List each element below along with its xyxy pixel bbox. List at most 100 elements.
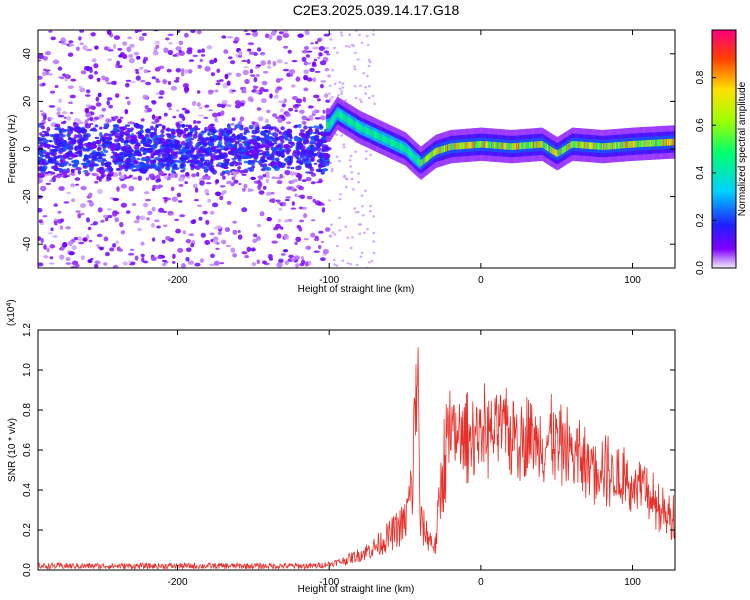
heatmap-cell xyxy=(67,137,73,141)
heatmap-cell xyxy=(119,154,125,158)
heatmap-cell xyxy=(274,128,280,132)
heatmap-cell xyxy=(210,158,214,164)
heatmap-cell xyxy=(123,140,130,143)
heatmap-cell xyxy=(309,114,314,121)
heatmap-cell xyxy=(631,141,634,148)
heatmap-cell xyxy=(406,147,409,155)
heatmap-cell xyxy=(81,128,88,134)
heatmap-cell xyxy=(162,125,166,130)
heatmap-cell xyxy=(47,232,54,235)
heatmap-cell xyxy=(221,99,228,105)
heatmap-cell xyxy=(418,158,420,166)
heatmap-cell xyxy=(340,92,343,96)
heatmap-cell xyxy=(68,40,74,44)
heatmap-cell xyxy=(303,238,309,241)
heatmap-cell xyxy=(213,260,220,266)
heatmap-cell xyxy=(241,173,247,176)
heatmap-cell xyxy=(279,173,283,179)
heatmap-cell xyxy=(291,59,298,63)
heatmap-cell xyxy=(151,76,156,80)
heatmap-cell xyxy=(66,191,71,195)
heatmap-cell xyxy=(150,256,157,261)
heatmap-cell xyxy=(197,49,202,54)
heatmap-cell xyxy=(112,132,116,136)
heatmap-cell xyxy=(187,47,193,51)
heatmap-cell xyxy=(368,85,371,88)
heatmap-cell xyxy=(316,147,322,152)
heatmap-cell xyxy=(609,142,611,150)
heatmap-cell xyxy=(146,107,153,113)
heatmap-cell xyxy=(90,144,98,149)
heatmap-cell xyxy=(475,141,478,148)
heatmap-cell xyxy=(165,163,170,168)
heatmap-cell xyxy=(290,186,294,191)
heatmap-cell xyxy=(257,143,261,149)
heatmap-cell xyxy=(311,219,316,222)
heatmap-cell xyxy=(140,140,147,144)
heatmap-cell xyxy=(131,169,138,172)
heatmap-cell xyxy=(132,177,138,180)
heatmap-cell xyxy=(190,243,195,248)
heatmap-cell xyxy=(125,82,130,88)
heatmap-cell xyxy=(265,33,270,39)
heatmap-cell xyxy=(327,74,331,78)
heatmap-cell xyxy=(120,147,127,150)
heatmap-cell xyxy=(591,142,593,150)
heatmap-cell xyxy=(137,30,142,33)
heatmap-cell xyxy=(200,158,205,162)
heatmap-cell xyxy=(281,103,286,108)
heatmap-cell xyxy=(52,235,58,238)
heatmap-cell xyxy=(231,117,236,122)
heatmap-cell xyxy=(59,156,64,160)
heatmap-cell xyxy=(612,142,615,150)
heatmap-cell xyxy=(65,144,71,148)
heatmap-cell xyxy=(363,231,366,234)
heatmap-cell xyxy=(119,151,124,156)
heatmap-cell xyxy=(602,143,604,150)
heatmap-cell xyxy=(108,167,114,172)
heatmap-cell xyxy=(625,141,627,149)
heatmap-cell xyxy=(328,121,330,129)
heatmap-cell xyxy=(71,139,77,143)
heatmap-cell xyxy=(219,195,224,201)
heatmap-cell xyxy=(492,141,495,149)
heatmap-cell xyxy=(372,33,375,36)
heatmap-cell xyxy=(197,204,202,208)
heatmap-cell xyxy=(276,35,282,41)
heatmap-cell xyxy=(56,107,62,112)
heatmap-cell xyxy=(570,141,572,149)
heatmap-cell xyxy=(188,144,194,148)
heatmap-cell xyxy=(265,167,270,171)
heatmap-cell xyxy=(48,117,54,120)
heatmap-cell xyxy=(286,166,291,169)
heatmap-cell xyxy=(232,160,237,164)
heatmap-cell xyxy=(82,237,88,242)
heatmap-cell xyxy=(402,144,404,152)
heatmap-cell xyxy=(318,123,323,128)
heatmap-cell xyxy=(665,139,668,146)
heatmap-cell xyxy=(361,214,365,217)
heatmap-cell xyxy=(184,110,190,114)
heatmap-cell xyxy=(133,219,140,224)
heatmap-cell xyxy=(117,47,123,51)
heatmap-cell xyxy=(232,220,237,224)
snr-series-layer xyxy=(38,347,675,570)
heatmap-cell xyxy=(304,261,310,267)
heatmap-cell xyxy=(49,256,54,260)
heatmap-cell xyxy=(218,128,224,132)
heatmap-cell xyxy=(88,74,94,80)
heatmap-cell xyxy=(316,159,324,163)
spectrogram-x-label: Height of straight line (km) xyxy=(298,284,415,295)
heatmap-cell xyxy=(267,59,271,65)
heatmap-cell xyxy=(360,251,364,254)
heatmap-cell xyxy=(175,77,180,81)
heatmap-cell xyxy=(124,130,130,136)
heatmap-cell xyxy=(112,197,120,201)
heatmap-cell xyxy=(361,125,363,132)
heatmap-cell xyxy=(264,151,270,157)
heatmap-cell xyxy=(364,86,367,89)
heatmap-cell xyxy=(192,183,198,189)
heatmap-cell xyxy=(145,155,150,159)
heatmap-cell xyxy=(207,133,212,136)
heatmap-cell xyxy=(243,66,250,69)
